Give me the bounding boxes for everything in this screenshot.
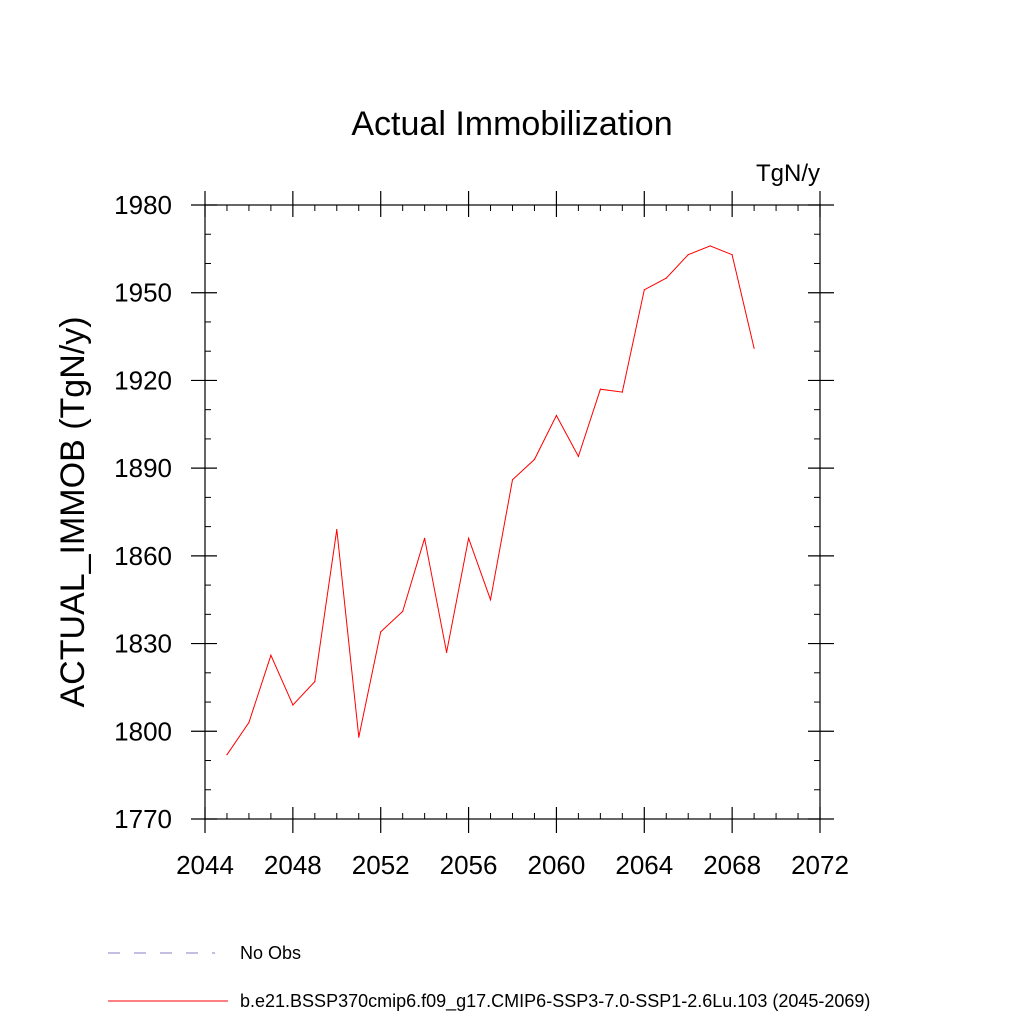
y-tick-label: 1830 [114, 629, 172, 659]
data-point [270, 654, 272, 656]
x-tick-label: 2044 [176, 850, 234, 880]
data-point [599, 388, 601, 390]
data-point [577, 455, 579, 458]
data-point [380, 631, 382, 633]
data-point [292, 704, 294, 706]
x-tick-label: 2048 [264, 850, 322, 880]
data-point [709, 245, 711, 247]
x-tick-label: 2052 [352, 850, 410, 880]
plot-frame [204, 204, 821, 820]
x-tick-label: 2064 [615, 850, 673, 880]
x-tick-label: 2056 [440, 850, 498, 880]
legend: No Obs b.e21.BSSP370cmip6.f09_g17.CMIP6-… [108, 943, 870, 1012]
y-tick-label: 1980 [114, 190, 172, 220]
major-ticks [191, 191, 834, 833]
data-point [467, 537, 470, 539]
chart-title: Actual Immobilization [351, 105, 672, 143]
data-point [621, 391, 623, 393]
data-point [753, 347, 755, 349]
y-tick-label: 1950 [114, 278, 172, 308]
data-point [248, 721, 250, 724]
y-tick-label: 1860 [114, 541, 172, 571]
y-tick-label: 1890 [114, 453, 172, 483]
y-axis-label: ACTUAL_IMMOB (TgN/y) [54, 316, 92, 707]
data-point [555, 414, 558, 417]
data-point [446, 651, 448, 653]
series-layer [226, 245, 755, 756]
x-tick-labels: 2044 2048 2052 2056 2060 2064 2068 2072 [176, 850, 849, 880]
data-point [358, 736, 360, 738]
data-point [314, 680, 316, 683]
legend-label-no-obs: No Obs [240, 943, 301, 963]
y-tick-labels: 1770 1800 1830 1860 1890 1920 1950 1980 [114, 190, 172, 834]
data-point [489, 599, 492, 601]
data-point [511, 479, 514, 481]
data-point [336, 528, 338, 531]
data-point [402, 610, 404, 613]
x-tick-label: 2060 [528, 850, 586, 880]
y-tick-label: 1800 [114, 716, 172, 746]
x-tick-label: 2068 [703, 850, 761, 880]
data-point [731, 254, 733, 256]
data-point [643, 289, 645, 291]
data-point [424, 537, 426, 539]
data-point [533, 458, 536, 460]
data-point [665, 277, 667, 279]
y-tick-label: 1770 [114, 804, 172, 834]
legend-label-model-run: b.e21.BSSP370cmip6.f09_g17.CMIP6-SSP3-7.… [240, 991, 870, 1012]
series-line [226, 245, 755, 755]
units-label: TgN/y [756, 160, 820, 187]
y-tick-label: 1920 [114, 365, 172, 395]
data-point [687, 254, 689, 256]
minor-ticks [205, 205, 820, 819]
x-tick-label: 2072 [791, 850, 849, 880]
data-point [226, 754, 228, 756]
